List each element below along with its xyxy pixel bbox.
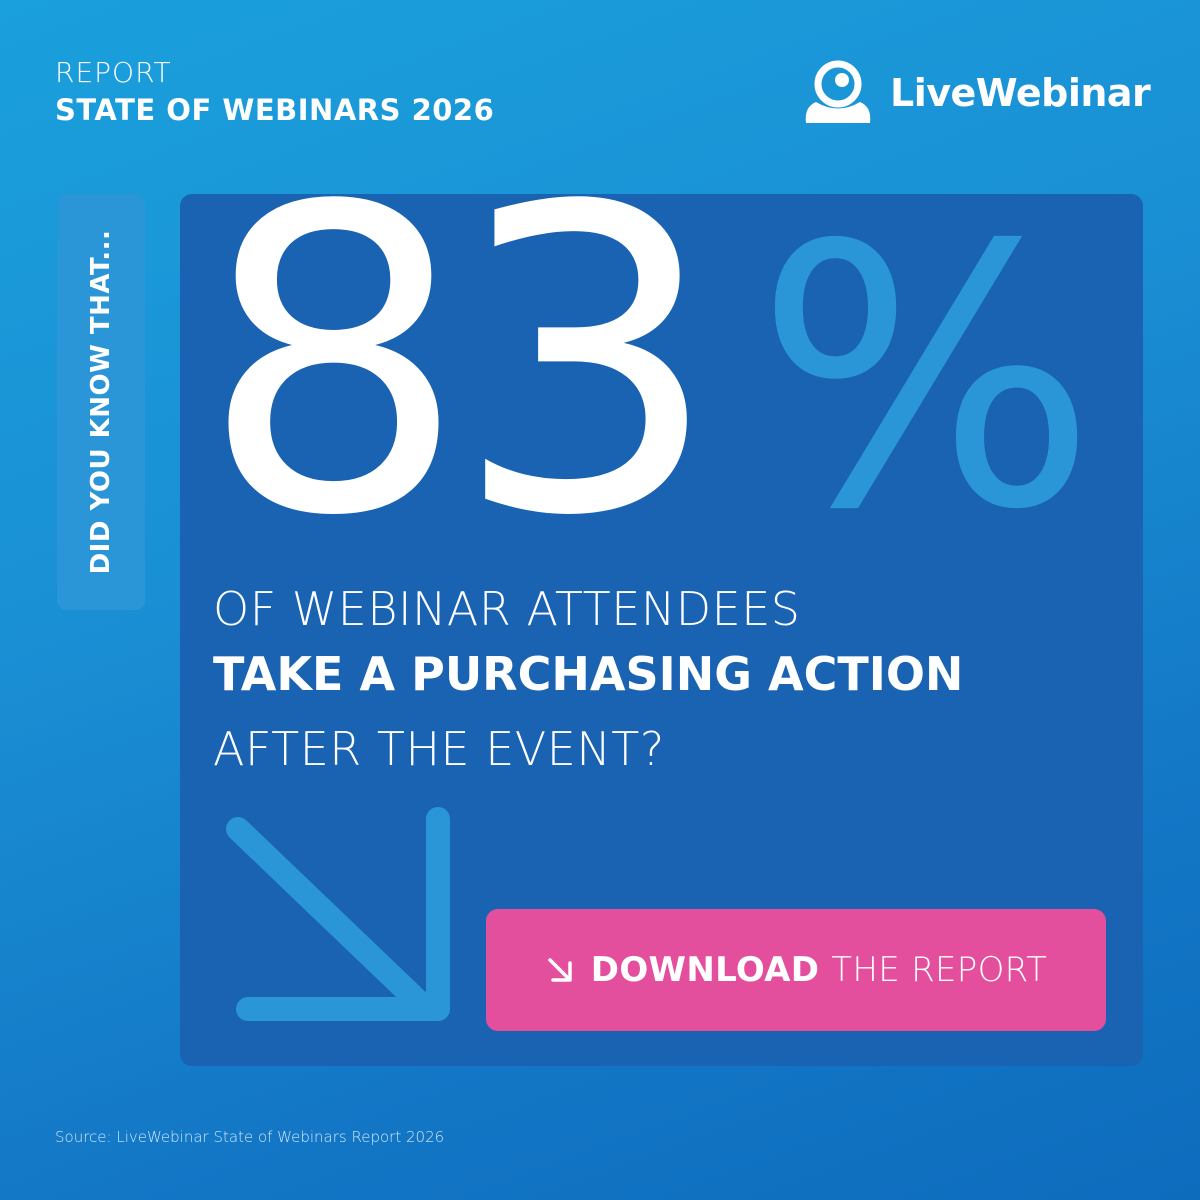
stat-percent-sign: % [755,169,1098,588]
stat-line-3: AFTER THE EVENT? [213,722,665,776]
did-you-know-tab: DID YOU KNOW THAT... [57,194,145,610]
report-title: STATE OF WEBINARS 2026 [55,93,495,127]
source-note: Source: LiveWebinar State of Webinars Re… [55,1128,445,1146]
did-you-know-text: DID YOU KNOW THAT... [86,229,116,575]
report-label: REPORT [55,56,172,89]
livewebinar-logo-icon [800,57,876,129]
brand: LiveWebinar [800,55,1151,130]
arrow-down-right-icon [545,955,575,985]
brand-name: LiveWebinar [890,70,1151,115]
stat-line-1: OF WEBINAR ATTENDEES [213,582,801,636]
arrow-down-right-decoration-icon [220,799,460,1039]
cta-rest-label: THE REPORT [831,950,1048,990]
stat-card: 83 % OF WEBINAR ATTENDEES TAKE A PURCHAS… [180,154,1143,1066]
download-report-button[interactable]: DOWNLOAD THE REPORT [486,909,1106,1031]
stat-line-2: TAKE A PURCHASING ACTION [213,647,964,701]
stat-number: 83 [200,119,720,608]
cta-strong-label: DOWNLOAD [590,950,820,990]
